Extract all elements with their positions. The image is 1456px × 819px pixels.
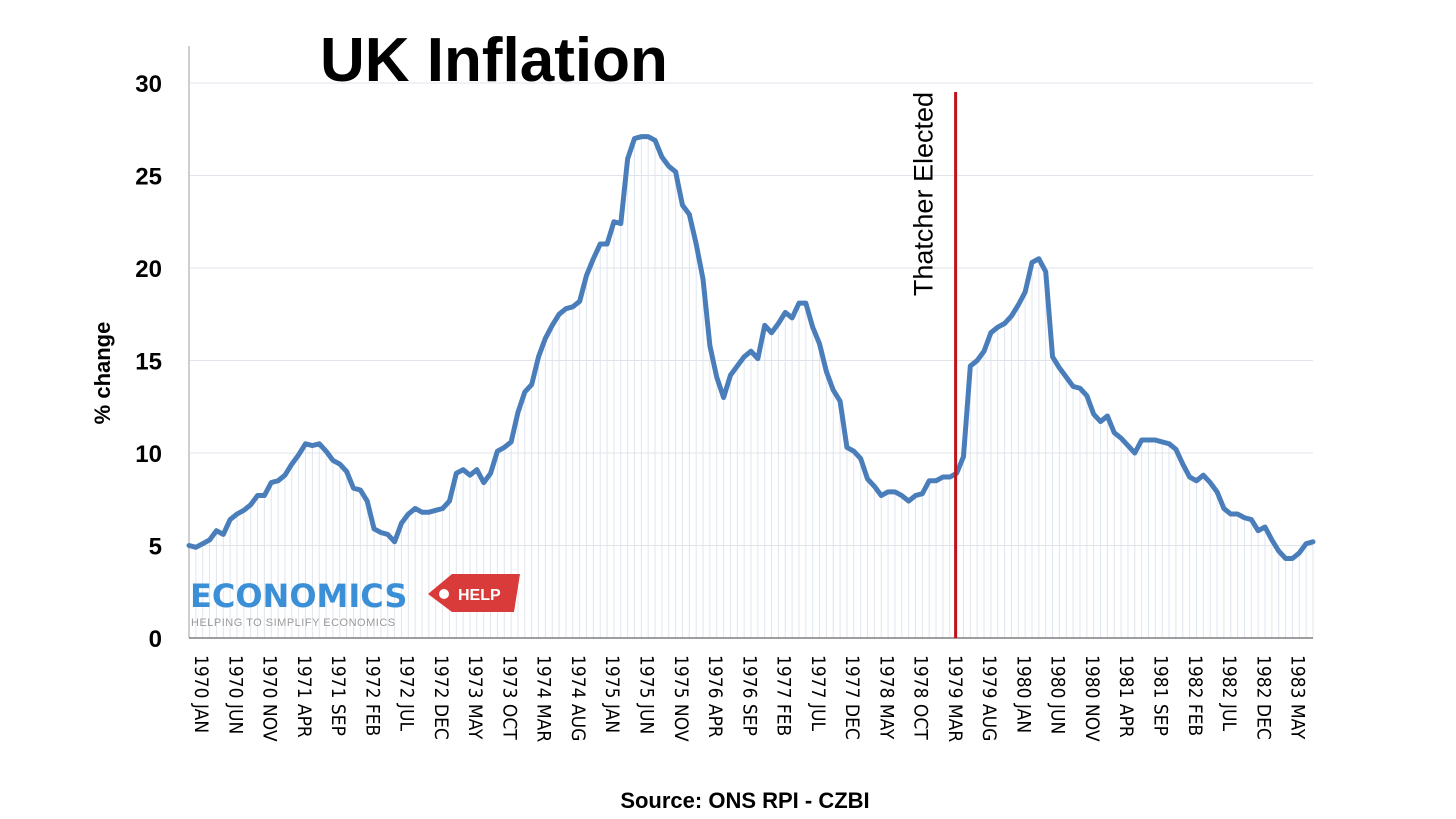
y-axis-label: % change — [90, 322, 115, 425]
annotation-label: Thatcher Elected — [909, 92, 939, 296]
x-tick-label: 1971 SEP — [327, 655, 349, 736]
x-tick-label: 1982 FEB — [1184, 655, 1206, 736]
y-tick-label: 25 — [135, 164, 162, 191]
inflation-series-line — [186, 134, 1316, 561]
logo-subtitle: HELPING TO SIMPLIFY ECONOMICS — [191, 617, 396, 629]
x-tick-label: 1970 JUN — [224, 655, 246, 734]
x-tick-label: 1980 JUN — [1047, 655, 1069, 734]
x-tick-label: 1981 SEP — [1150, 655, 1172, 736]
logo-tag-hole — [439, 589, 449, 599]
x-tick-label: 1976 APR — [704, 655, 726, 738]
x-tick-label: 1977 FEB — [773, 655, 795, 736]
x-tick-label: 1981 APR — [1115, 655, 1137, 738]
x-tick-labels: 1970 JAN 1970 JUN 1970 NOV 1971 APR 1971 SEP… — [190, 655, 1309, 742]
x-tick-label: 1976 SEP — [738, 655, 760, 736]
y-tick-label: 15 — [135, 349, 162, 376]
x-tick-label: 1970 JAN — [190, 655, 212, 733]
x-tick-label: 1977 JUL — [807, 655, 829, 731]
x-tick-label: 1975 NOV — [670, 655, 692, 742]
area-hatching — [188, 136, 1314, 638]
x-tick-label: 1970 NOV — [259, 655, 281, 742]
x-tick-label: 1973 OCT — [498, 655, 520, 740]
x-tick-label: 1980 NOV — [1081, 655, 1103, 742]
x-tick-label: 1982 DEC — [1252, 655, 1274, 740]
x-tick-label: 1982 JUL — [1218, 655, 1240, 731]
annotation-layer: Thatcher Elected — [909, 92, 958, 638]
y-tick-label: 5 — [149, 534, 162, 561]
x-tick-label: 1978 OCT — [910, 655, 932, 740]
source-note: Source: ONS RPI - CZBI — [620, 788, 869, 813]
x-tick-label: 1975 JAN — [601, 655, 623, 733]
x-tick-label: 1979 MAR — [944, 655, 966, 742]
y-tick-label: 30 — [135, 71, 162, 98]
logo-wordmark: ECONOMICS — [190, 577, 407, 615]
x-tick-label: 1980 JAN — [1012, 655, 1034, 733]
chart-title: UK Inflation — [320, 26, 668, 95]
x-tick-label: 1979 AUG — [978, 655, 1000, 741]
y-tick-label: 10 — [135, 441, 162, 468]
x-tick-label: 1974 AUG — [567, 655, 589, 741]
x-tick-label: 1972 JUL — [396, 655, 418, 731]
series-layer — [186, 134, 1316, 561]
x-tick-label: 1972 FEB — [361, 655, 383, 736]
logo-tag-shape — [428, 574, 520, 612]
x-tick-label: 1971 APR — [293, 655, 315, 738]
x-tick-label: 1983 MAY — [1287, 655, 1309, 740]
y-tick-labels: 0 5 10 15 20 25 30 — [135, 71, 162, 653]
economics-help-logo: ECONOMICS HELP HELPING TO SIMPLIFY ECONO… — [190, 574, 520, 629]
x-tick-label: 1977 DEC — [841, 655, 863, 740]
x-tick-label: 1975 JUN — [635, 655, 657, 734]
x-tick-label: 1972 DEC — [430, 655, 452, 740]
y-tick-label: 0 — [149, 626, 162, 653]
x-tick-label: 1973 MAY — [464, 655, 486, 740]
logo-tag-text: HELP — [458, 587, 501, 604]
x-tick-label: 1978 MAY — [875, 655, 897, 740]
y-tick-label: 20 — [135, 256, 162, 283]
x-tick-label: 1974 MAR — [533, 655, 555, 742]
